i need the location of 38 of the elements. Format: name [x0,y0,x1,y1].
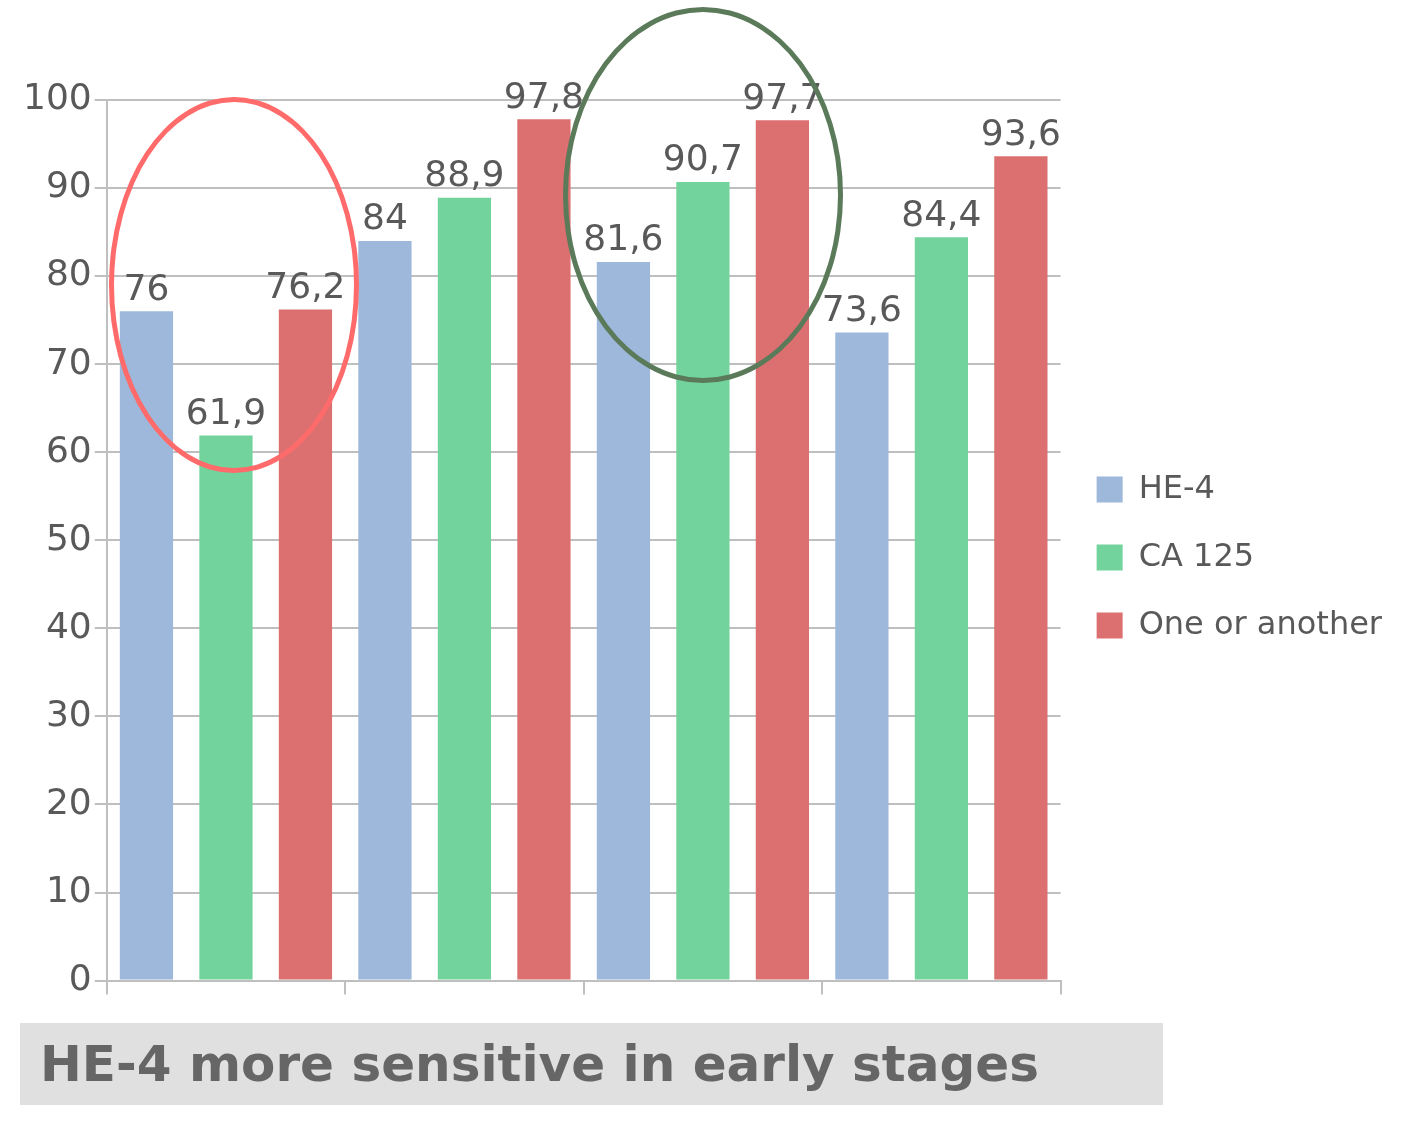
y-tick-label: 20 [45,780,92,822]
bar [596,262,651,980]
legend-label: One or another [1138,603,1383,642]
text: HE-4 more sensitive in early stages [20,1023,1163,1105]
y-tick-label: 30 [45,692,92,734]
data-label: 88,9 [424,153,505,195]
data-label: 84,4 [901,192,982,234]
data-label: 84 [362,196,408,238]
y-tick-label: 10 [45,868,92,910]
data-label: 73,6 [821,287,902,329]
y-tick-label: 90 [45,164,92,206]
data-label: 90,7 [662,137,743,179]
bar [517,119,571,980]
legend-label: CA 125 [1138,535,1255,574]
bar [676,181,730,980]
y-tick-label: 40 [45,604,92,646]
bar [914,237,969,980]
y-tick-label: 100 [22,76,92,118]
data-label: 76 [123,266,170,308]
bar [755,120,810,980]
y-tick-label: 80 [45,252,92,294]
data-label: 97,8 [503,74,584,116]
data-label: 93,6 [980,111,1061,153]
data-label: 61,9 [185,390,267,432]
data-label: 81,6 [583,217,664,259]
y-tick-label: 70 [45,340,92,382]
bar [994,156,1048,980]
bar [437,197,492,980]
bar [835,332,889,980]
bar [278,309,333,980]
y-tick-label: 50 [45,516,92,558]
y-tick-label: 0 [68,956,92,998]
bar [119,311,174,980]
bar [358,240,412,980]
y-tick-label: 60 [45,428,92,470]
bar [199,435,253,980]
data-label: 76,2 [265,264,346,306]
legend-label: HE-4 [1138,467,1215,506]
